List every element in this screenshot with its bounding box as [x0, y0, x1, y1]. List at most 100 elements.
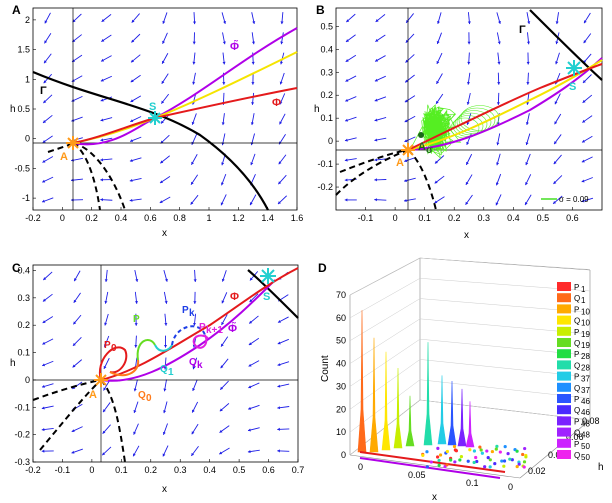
field-arrowhead — [43, 80, 47, 84]
label-pk1-sub: k+1 — [206, 325, 223, 336]
scatter-point — [479, 448, 483, 452]
field-arrowhead — [495, 202, 499, 206]
legend-label: Q — [574, 339, 580, 348]
field-arrowhead — [497, 41, 501, 45]
field-arrowhead — [42, 320, 46, 323]
field-arrowhead — [193, 279, 197, 282]
field-arrowhead — [249, 202, 253, 206]
scatter-point — [502, 464, 506, 468]
field-arrowhead — [553, 161, 557, 165]
x-tick-label: 0 — [358, 462, 363, 472]
field-arrowhead — [191, 452, 195, 456]
field-arrowhead — [466, 141, 470, 145]
field-arrowhead — [405, 79, 409, 83]
field-arrowhead — [102, 430, 106, 434]
field-arrowhead — [249, 277, 253, 281]
label-pk: P — [182, 305, 189, 316]
legend-label: Q — [574, 451, 580, 460]
scatter-point — [508, 457, 512, 461]
field-arrowhead — [584, 20, 587, 24]
x-tick-labels: -0.2 -0.1 0 0.1 0.2 0.3 0.4 0.5 0.6 0.7 — [25, 459, 304, 475]
legend-swatch — [557, 293, 571, 303]
field-arrowhead — [220, 386, 224, 390]
field-arrowhead — [133, 453, 136, 457]
scatter-point — [480, 451, 484, 455]
legend-label: P — [574, 395, 579, 404]
field-arrowhead — [100, 78, 104, 82]
scatter-point — [515, 464, 519, 469]
field-arrowhead — [375, 58, 379, 62]
scatter-point — [488, 458, 492, 462]
x-tick-label: -0.2 — [25, 465, 41, 475]
field-arrowhead — [346, 19, 350, 23]
field-arrowhead — [192, 366, 196, 370]
y-tick-label: 0 — [25, 134, 30, 144]
legend-label: σ = 0.09 — [559, 195, 589, 204]
field-arrowhead — [71, 429, 75, 433]
x-tick-label: 0.8 — [173, 213, 186, 223]
scatter-point — [429, 460, 433, 464]
field-arrowhead — [497, 61, 501, 65]
label-a: A — [396, 157, 404, 169]
field-arrowhead — [193, 322, 197, 326]
x-axis-label: x — [162, 228, 167, 239]
field-arrowhead — [100, 158, 104, 162]
field-arrowhead — [251, 41, 255, 45]
field-arrowhead — [164, 278, 168, 282]
field-arrowhead — [103, 409, 106, 413]
y-tick-label: 0.4 — [17, 265, 30, 275]
legend-sub: 10 — [581, 307, 590, 316]
noisy-trajectory — [409, 104, 500, 160]
x-tick-label: 1.2 — [232, 213, 245, 223]
z-tick-label: 60 — [336, 313, 346, 323]
field-arrowhead — [129, 198, 133, 202]
field-arrowhead — [190, 201, 194, 205]
y-tick-label: 0.08 — [582, 416, 600, 426]
field-arrowhead — [43, 277, 47, 280]
field-arrowhead — [553, 181, 557, 184]
field-arrowhead — [44, 40, 48, 44]
field-arrowhead — [495, 182, 499, 186]
field-arrowhead — [191, 161, 195, 165]
histogram-peak — [369, 337, 379, 453]
field-arrowhead — [279, 61, 283, 65]
noise-loop — [454, 112, 488, 136]
field-arrowhead — [162, 453, 166, 457]
field-arrowhead — [42, 120, 46, 123]
field-arrowhead — [191, 121, 195, 125]
z-tick-label: 70 — [336, 290, 346, 300]
x-tick-labels: -0.2 0 0.2 0.4 0.6 0.8 1 1.2 1.4 1.6 — [25, 207, 303, 223]
field-arrowhead — [133, 410, 137, 413]
label-gamma: Γ — [40, 85, 47, 97]
grid-line — [349, 318, 421, 364]
label-qk-sub: k — [197, 360, 203, 371]
fixed-point-a — [401, 143, 415, 157]
field-arrowhead — [100, 178, 103, 182]
field-arrowhead — [527, 21, 531, 24]
label-pk1: P — [199, 322, 206, 333]
field-arrowhead — [221, 122, 225, 126]
field-arrowhead — [220, 182, 224, 186]
legend-label: P — [574, 328, 579, 337]
field-arrowhead — [42, 179, 46, 183]
gamma-curve — [247, 269, 299, 319]
base-line-2 — [359, 457, 501, 479]
field-arrowhead — [43, 100, 47, 104]
legend-swatch — [557, 338, 571, 347]
legend-sub: 37 — [581, 386, 590, 395]
legend-label: Q — [574, 406, 580, 415]
field-arrowhead — [582, 79, 586, 83]
scatter-point — [522, 465, 526, 469]
field-arrowhead — [103, 387, 107, 391]
field-arrowhead — [73, 299, 77, 303]
legend-sub: 46 — [581, 408, 590, 417]
label-gamma: Γ — [519, 24, 526, 36]
label-a: A — [60, 151, 68, 163]
label-phi: Φ — [272, 97, 281, 109]
field-arrowhead — [221, 162, 225, 166]
field-arrowhead — [525, 202, 528, 206]
legend-swatch — [557, 371, 571, 381]
trajectory-qk — [192, 334, 209, 349]
scatter-point — [436, 446, 440, 450]
scatter-point — [517, 462, 521, 466]
